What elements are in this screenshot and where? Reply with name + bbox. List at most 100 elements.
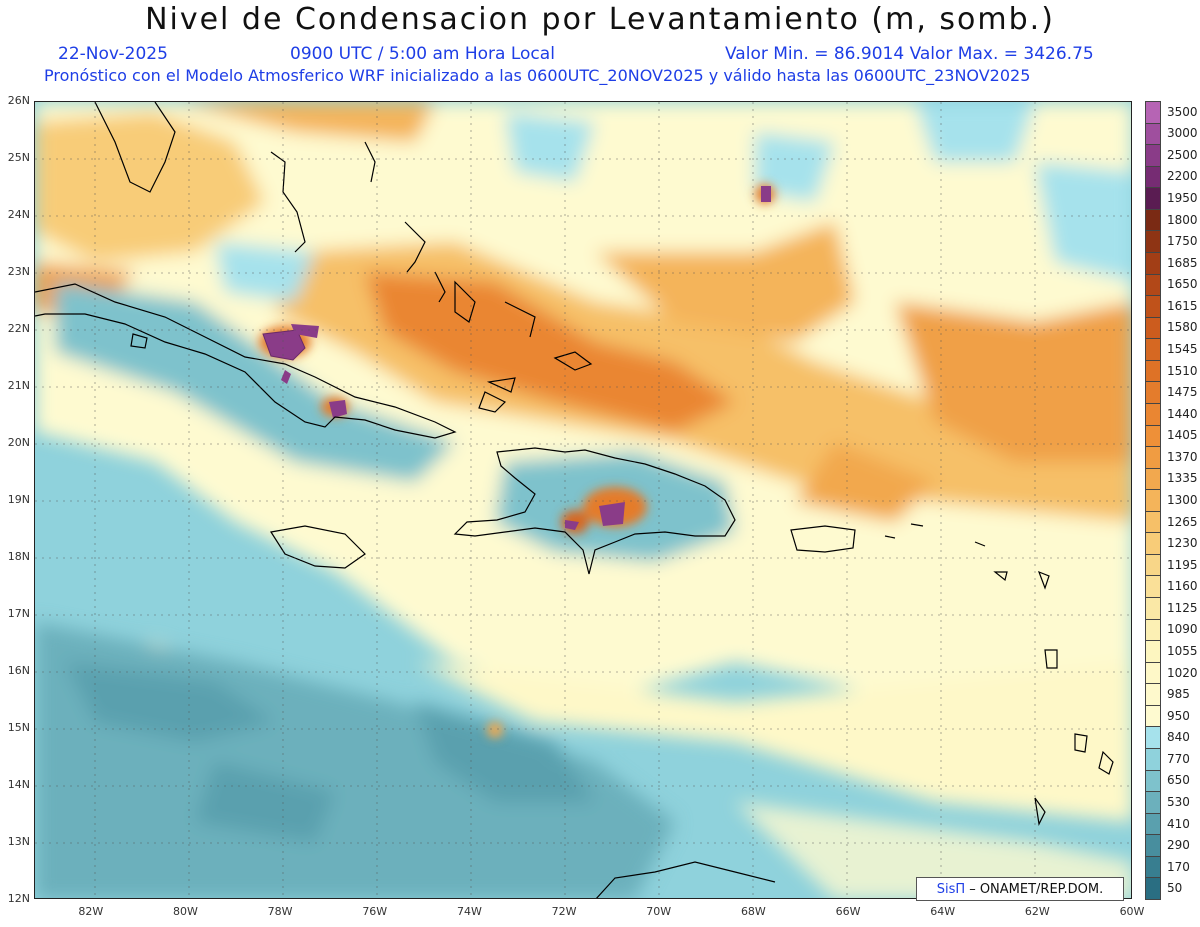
lon-tick-label: 74W bbox=[456, 905, 482, 918]
lon-tick-label: 72W bbox=[551, 905, 577, 918]
legend-level-label: 950 bbox=[1167, 708, 1190, 723]
legend-level-label: 50 bbox=[1167, 881, 1183, 896]
legend-level-label: 1195 bbox=[1167, 557, 1198, 572]
legend-swatch bbox=[1145, 208, 1161, 232]
legend-level-label: 410 bbox=[1167, 816, 1190, 831]
legend-swatch bbox=[1145, 726, 1161, 750]
lat-tick-label: 21N bbox=[7, 379, 30, 392]
credit-text: – ONAMET/REP.DOM. bbox=[969, 881, 1104, 897]
lat-tick-label: 18N bbox=[7, 550, 30, 563]
legend-level-label: 985 bbox=[1167, 687, 1190, 702]
legend-swatch bbox=[1145, 381, 1161, 404]
max-value-spots bbox=[262, 186, 771, 530]
legend-swatch bbox=[1145, 791, 1161, 814]
forecast-date: 22-Nov-2025 bbox=[58, 44, 168, 64]
map-panel bbox=[34, 101, 1132, 899]
legend-level-label: 1230 bbox=[1167, 536, 1198, 551]
lat-tick-label: 22N bbox=[7, 322, 30, 335]
lon-tick-label: 68W bbox=[740, 905, 766, 918]
lon-tick-label: 76W bbox=[362, 905, 388, 918]
legend-level-label: 1475 bbox=[1167, 385, 1198, 400]
legend-swatch bbox=[1145, 144, 1161, 167]
legend-swatch bbox=[1145, 618, 1161, 642]
legend-level-label: 2200 bbox=[1167, 169, 1198, 184]
forecast-time: 0900 UTC / 5:00 am Hora Local bbox=[290, 44, 555, 64]
legend-level-label: 1160 bbox=[1167, 579, 1198, 594]
legend-swatch bbox=[1145, 101, 1161, 124]
legend-swatch bbox=[1145, 640, 1161, 663]
legend-swatch bbox=[1145, 251, 1161, 275]
legend-level-label: 1370 bbox=[1167, 449, 1198, 464]
legend-swatch bbox=[1145, 510, 1161, 534]
lat-tick-label: 26N bbox=[7, 94, 30, 107]
legend-swatch bbox=[1145, 316, 1161, 340]
lat-tick-label: 17N bbox=[7, 607, 30, 620]
lat-tick-label: 23N bbox=[7, 265, 30, 278]
legend-level-label: 1265 bbox=[1167, 514, 1198, 529]
lat-tick-label: 24N bbox=[7, 208, 30, 221]
legend-level-label: 1405 bbox=[1167, 428, 1198, 443]
map-title: Nivel de Condensacion por Levantamiento … bbox=[145, 2, 1055, 37]
legend-swatch bbox=[1145, 359, 1161, 383]
legend-swatch bbox=[1145, 295, 1161, 318]
legend-level-label: 3000 bbox=[1167, 126, 1198, 141]
lon-tick-label: 78W bbox=[267, 905, 293, 918]
legend-level-label: 770 bbox=[1167, 751, 1190, 766]
field-shading bbox=[35, 102, 1131, 898]
legend-level-label: 1335 bbox=[1167, 471, 1198, 486]
legend-level-label: 1440 bbox=[1167, 406, 1198, 421]
legend-level-label: 530 bbox=[1167, 794, 1190, 809]
lat-tick-label: 13N bbox=[7, 835, 30, 848]
legend-swatch bbox=[1145, 467, 1161, 491]
lat-tick-label: 16N bbox=[7, 664, 30, 677]
legend-swatch bbox=[1145, 273, 1161, 297]
legend-level-label: 1750 bbox=[1167, 234, 1198, 249]
legend-level-label: 3500 bbox=[1167, 104, 1198, 119]
legend-level-label: 1615 bbox=[1167, 298, 1198, 313]
lat-tick-label: 25N bbox=[7, 151, 30, 164]
legend-swatch bbox=[1145, 877, 1161, 900]
legend-level-label: 1055 bbox=[1167, 643, 1198, 658]
legend-level-label: 1510 bbox=[1167, 363, 1198, 378]
legend-level-label: 1125 bbox=[1167, 600, 1198, 615]
legend-swatch bbox=[1145, 402, 1161, 426]
legend-swatch bbox=[1145, 834, 1161, 857]
legend-swatch bbox=[1145, 855, 1161, 879]
lcl-field-map bbox=[35, 102, 1131, 898]
graticule bbox=[35, 102, 1131, 898]
legend-swatch bbox=[1145, 597, 1161, 620]
legend-level-label: 1950 bbox=[1167, 191, 1198, 206]
lat-tick-label: 14N bbox=[7, 778, 30, 791]
legend-level-label: 840 bbox=[1167, 730, 1190, 745]
legend-level-label: 1580 bbox=[1167, 320, 1198, 335]
brand-logo: SisΠ bbox=[936, 881, 966, 897]
lon-tick-label: 64W bbox=[930, 905, 956, 918]
credit-box: SisΠ – ONAMET/REP.DOM. bbox=[916, 877, 1124, 901]
lon-tick-label: 70W bbox=[646, 905, 672, 918]
legend-swatch bbox=[1145, 122, 1161, 146]
lat-tick-label: 15N bbox=[7, 721, 30, 734]
legend-swatch bbox=[1145, 769, 1161, 793]
model-info: Pronóstico con el Modelo Atmosferico WRF… bbox=[44, 66, 1031, 85]
min-max-values: Valor Min. = 86.9014 Valor Max. = 3426.7… bbox=[725, 44, 1094, 64]
legend-level-label: 1300 bbox=[1167, 493, 1198, 507]
legend-level-label: 2500 bbox=[1167, 147, 1198, 162]
legend-swatch bbox=[1145, 683, 1161, 706]
coastlines bbox=[35, 102, 1114, 898]
legend-swatch bbox=[1145, 230, 1161, 253]
legend-swatch bbox=[1145, 661, 1161, 685]
legend-swatch bbox=[1145, 704, 1161, 728]
legend-level-label: 170 bbox=[1167, 859, 1190, 874]
lat-tick-label: 19N bbox=[7, 493, 30, 506]
legend-level-label: 1020 bbox=[1167, 665, 1198, 680]
legend-swatch bbox=[1145, 187, 1161, 210]
legend-level-label: 290 bbox=[1167, 838, 1190, 853]
legend-swatch bbox=[1145, 165, 1161, 189]
legend-level-label: 650 bbox=[1167, 773, 1190, 788]
legend-level-label: 1090 bbox=[1167, 622, 1198, 637]
legend-level-label: 1545 bbox=[1167, 342, 1198, 357]
lat-tick-label: 12N bbox=[7, 892, 30, 905]
lon-tick-label: 60W bbox=[1119, 905, 1145, 918]
legend-level-label: 1650 bbox=[1167, 277, 1198, 292]
legend-swatch bbox=[1145, 424, 1161, 448]
